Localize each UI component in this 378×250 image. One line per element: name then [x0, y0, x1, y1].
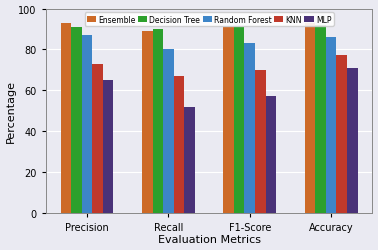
Bar [82, 36, 92, 213]
Bar [153, 30, 163, 213]
Legend: Ensemble, Decision Tree, Random Forest, KNN, MLP: Ensemble, Decision Tree, Random Forest, … [85, 13, 334, 27]
Y-axis label: Percentage: Percentage [6, 80, 15, 142]
Bar [184, 107, 195, 213]
Bar [163, 50, 174, 213]
Bar [326, 38, 336, 213]
Bar [315, 26, 326, 213]
Bar [347, 68, 358, 213]
Bar [245, 44, 255, 213]
Bar [142, 32, 153, 213]
Bar [266, 97, 276, 213]
Bar [336, 56, 347, 213]
Bar [234, 28, 245, 213]
Bar [174, 76, 184, 213]
X-axis label: Evaluation Metrics: Evaluation Metrics [158, 234, 260, 244]
Bar [255, 70, 266, 213]
Bar [103, 81, 113, 213]
Bar [223, 28, 234, 213]
Bar [305, 24, 315, 213]
Bar [60, 24, 71, 213]
Bar [92, 64, 103, 213]
Bar [71, 28, 82, 213]
